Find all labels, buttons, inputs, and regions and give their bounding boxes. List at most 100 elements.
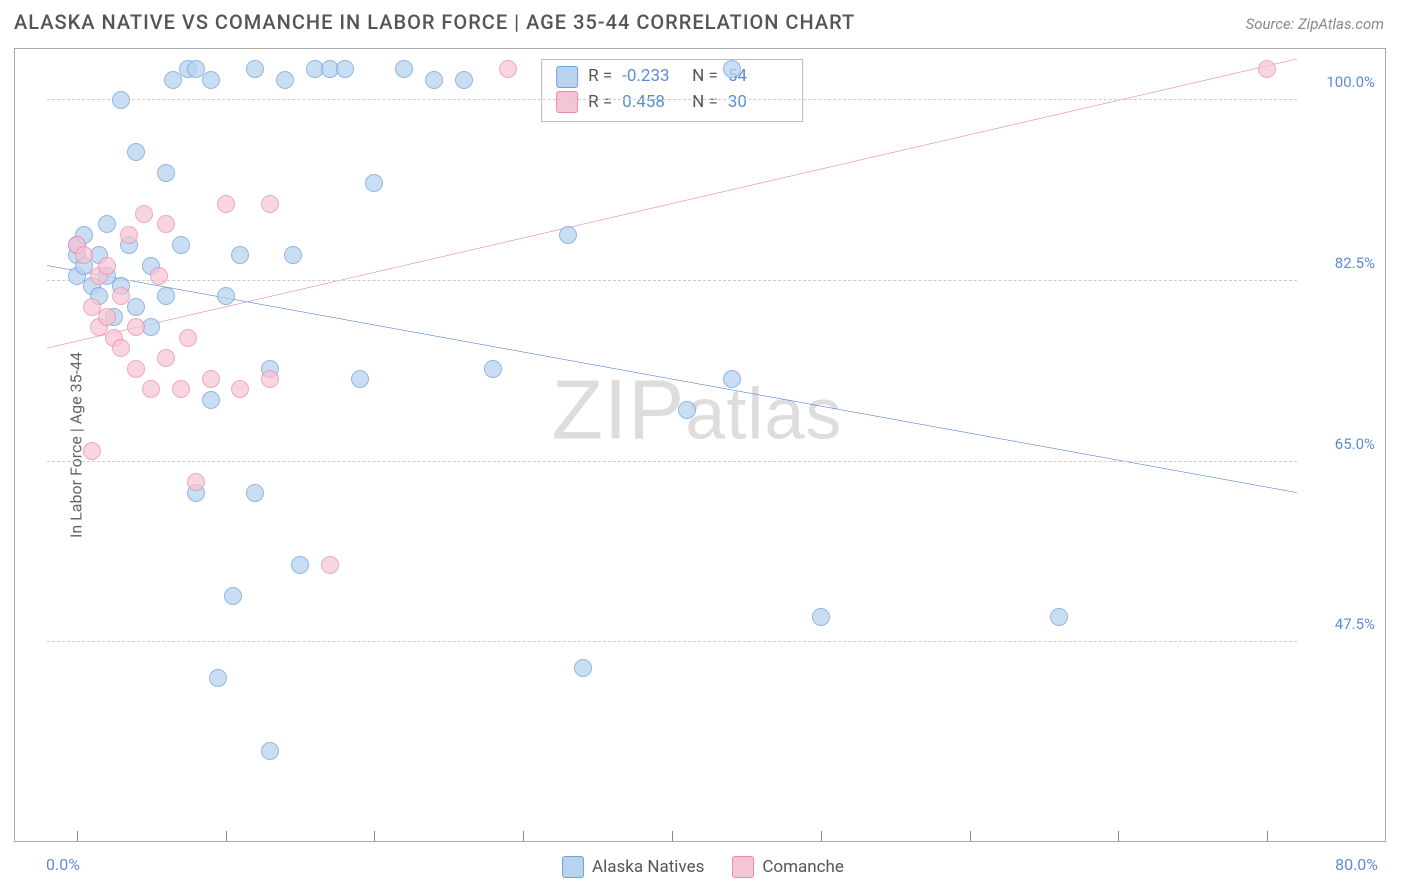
data-point (112, 91, 130, 109)
data-point (98, 215, 116, 233)
x-tick (672, 831, 673, 841)
data-point (202, 391, 220, 409)
data-point (142, 380, 160, 398)
correlation-stats-box: R =-0.233N =54R =0.458N =30 (541, 59, 803, 122)
data-point (261, 370, 279, 388)
gridline (47, 280, 1297, 281)
data-point (291, 556, 309, 574)
legend-label: Alaska Natives (592, 857, 704, 877)
watermark-post: atlas (685, 375, 842, 455)
r-value: -0.233 (622, 64, 682, 90)
data-point (157, 164, 175, 182)
source-prefix: Source: (1246, 15, 1298, 33)
data-point (812, 608, 830, 626)
data-point (284, 246, 302, 264)
legend-swatch (732, 856, 754, 878)
data-point (150, 267, 168, 285)
data-point (75, 246, 93, 264)
x-tick (77, 831, 78, 841)
n-label: N = (692, 64, 718, 90)
data-point (559, 226, 577, 244)
data-point (1258, 60, 1276, 78)
plot-region: ZIPatlas R =-0.233N =54R =0.458N =30 47.… (47, 59, 1297, 823)
data-point (209, 669, 227, 687)
data-point (127, 143, 145, 161)
data-point (351, 370, 369, 388)
data-point (246, 484, 264, 502)
data-point (157, 287, 175, 305)
data-point (276, 71, 294, 89)
data-point (98, 257, 116, 275)
r-label: R = (588, 64, 612, 90)
data-point (217, 287, 235, 305)
data-point (678, 401, 696, 419)
regression-line (47, 265, 1297, 492)
data-point (157, 349, 175, 367)
data-point (365, 174, 383, 192)
gridline (47, 641, 1297, 642)
x-tick (1118, 831, 1119, 841)
x-tick (970, 831, 971, 841)
legend-label: Comanche (762, 857, 844, 877)
data-point (224, 587, 242, 605)
stats-row: R =0.458N =30 (556, 90, 788, 116)
data-point (120, 226, 138, 244)
data-point (217, 195, 235, 213)
data-point (455, 71, 473, 89)
source-name: ZipAtlas.com (1298, 15, 1384, 33)
x-tick (523, 831, 524, 841)
data-point (231, 246, 249, 264)
series-swatch (556, 66, 578, 88)
y-tick-label: 100.0% (1326, 73, 1375, 91)
x-axis-min-label: 0.0% (46, 855, 80, 874)
source-attribution: Source: ZipAtlas.com (1246, 15, 1384, 33)
data-point (484, 360, 502, 378)
gridline (47, 99, 1297, 100)
x-tick (374, 831, 375, 841)
data-point (395, 60, 413, 78)
watermark: ZIPatlas (552, 362, 843, 459)
x-tick (821, 831, 822, 841)
legend-item: Comanche (732, 856, 844, 878)
data-point (127, 360, 145, 378)
data-point (83, 442, 101, 460)
data-point (187, 473, 205, 491)
data-point (135, 205, 153, 223)
data-point (172, 380, 190, 398)
legend-swatch (562, 856, 584, 878)
data-point (172, 236, 190, 254)
data-point (261, 742, 279, 760)
r-value: 0.458 (622, 90, 682, 116)
data-point (202, 370, 220, 388)
x-tick (1267, 831, 1268, 841)
chart-header: ALASKA NATIVE VS COMANCHE IN LABOR FORCE… (0, 0, 1406, 42)
gridline (47, 461, 1297, 462)
legend: Alaska Natives Comanche (562, 856, 844, 878)
data-point (112, 287, 130, 305)
chart-area: In Labor Force | Age 35-44 ZIPatlas R =-… (14, 48, 1386, 842)
data-point (499, 60, 517, 78)
regression-lines (47, 59, 1297, 823)
data-point (723, 60, 741, 78)
data-point (202, 71, 220, 89)
data-point (723, 370, 741, 388)
series-swatch (556, 91, 578, 113)
data-point (1050, 608, 1068, 626)
data-point (246, 60, 264, 78)
data-point (261, 195, 279, 213)
y-tick-label: 82.5% (1335, 254, 1375, 272)
data-point (574, 659, 592, 677)
chart-title: ALASKA NATIVE VS COMANCHE IN LABOR FORCE… (14, 10, 855, 34)
legend-item: Alaska Natives (562, 856, 704, 878)
stats-row: R =-0.233N =54 (556, 64, 788, 90)
y-tick-label: 47.5% (1335, 615, 1375, 633)
y-tick-label: 65.0% (1335, 435, 1375, 453)
data-point (179, 329, 197, 347)
data-point (157, 215, 175, 233)
x-tick (226, 831, 227, 841)
data-point (231, 380, 249, 398)
data-point (425, 71, 443, 89)
watermark-pre: ZIP (552, 363, 686, 457)
data-point (112, 339, 130, 357)
x-axis-max-label: 80.0% (1335, 855, 1378, 874)
